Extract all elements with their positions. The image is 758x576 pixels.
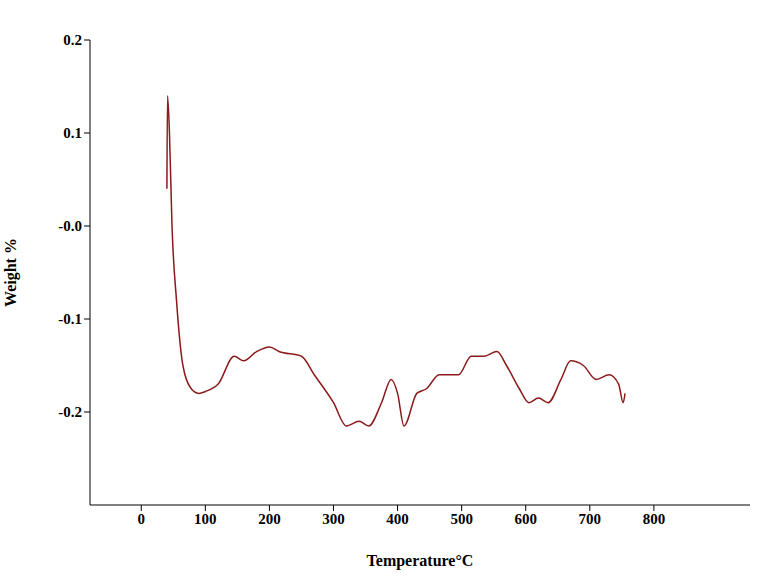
svg-text:300: 300 [322,511,345,527]
svg-text:400: 400 [386,511,409,527]
svg-text:0.1: 0.1 [63,125,82,141]
svg-text:Weight %: Weight % [2,238,20,307]
svg-text:0.2: 0.2 [63,32,82,48]
svg-text:600: 600 [514,511,537,527]
svg-text:-0.0: -0.0 [58,218,82,234]
svg-text:100: 100 [194,511,217,527]
svg-text:Temperature°C: Temperature°C [367,552,474,570]
svg-text:800: 800 [643,511,666,527]
svg-text:-0.1: -0.1 [58,311,82,327]
svg-text:500: 500 [450,511,473,527]
svg-text:200: 200 [258,511,281,527]
svg-text:700: 700 [579,511,602,527]
svg-text:0: 0 [138,511,146,527]
svg-text:-0.2: -0.2 [58,404,82,420]
